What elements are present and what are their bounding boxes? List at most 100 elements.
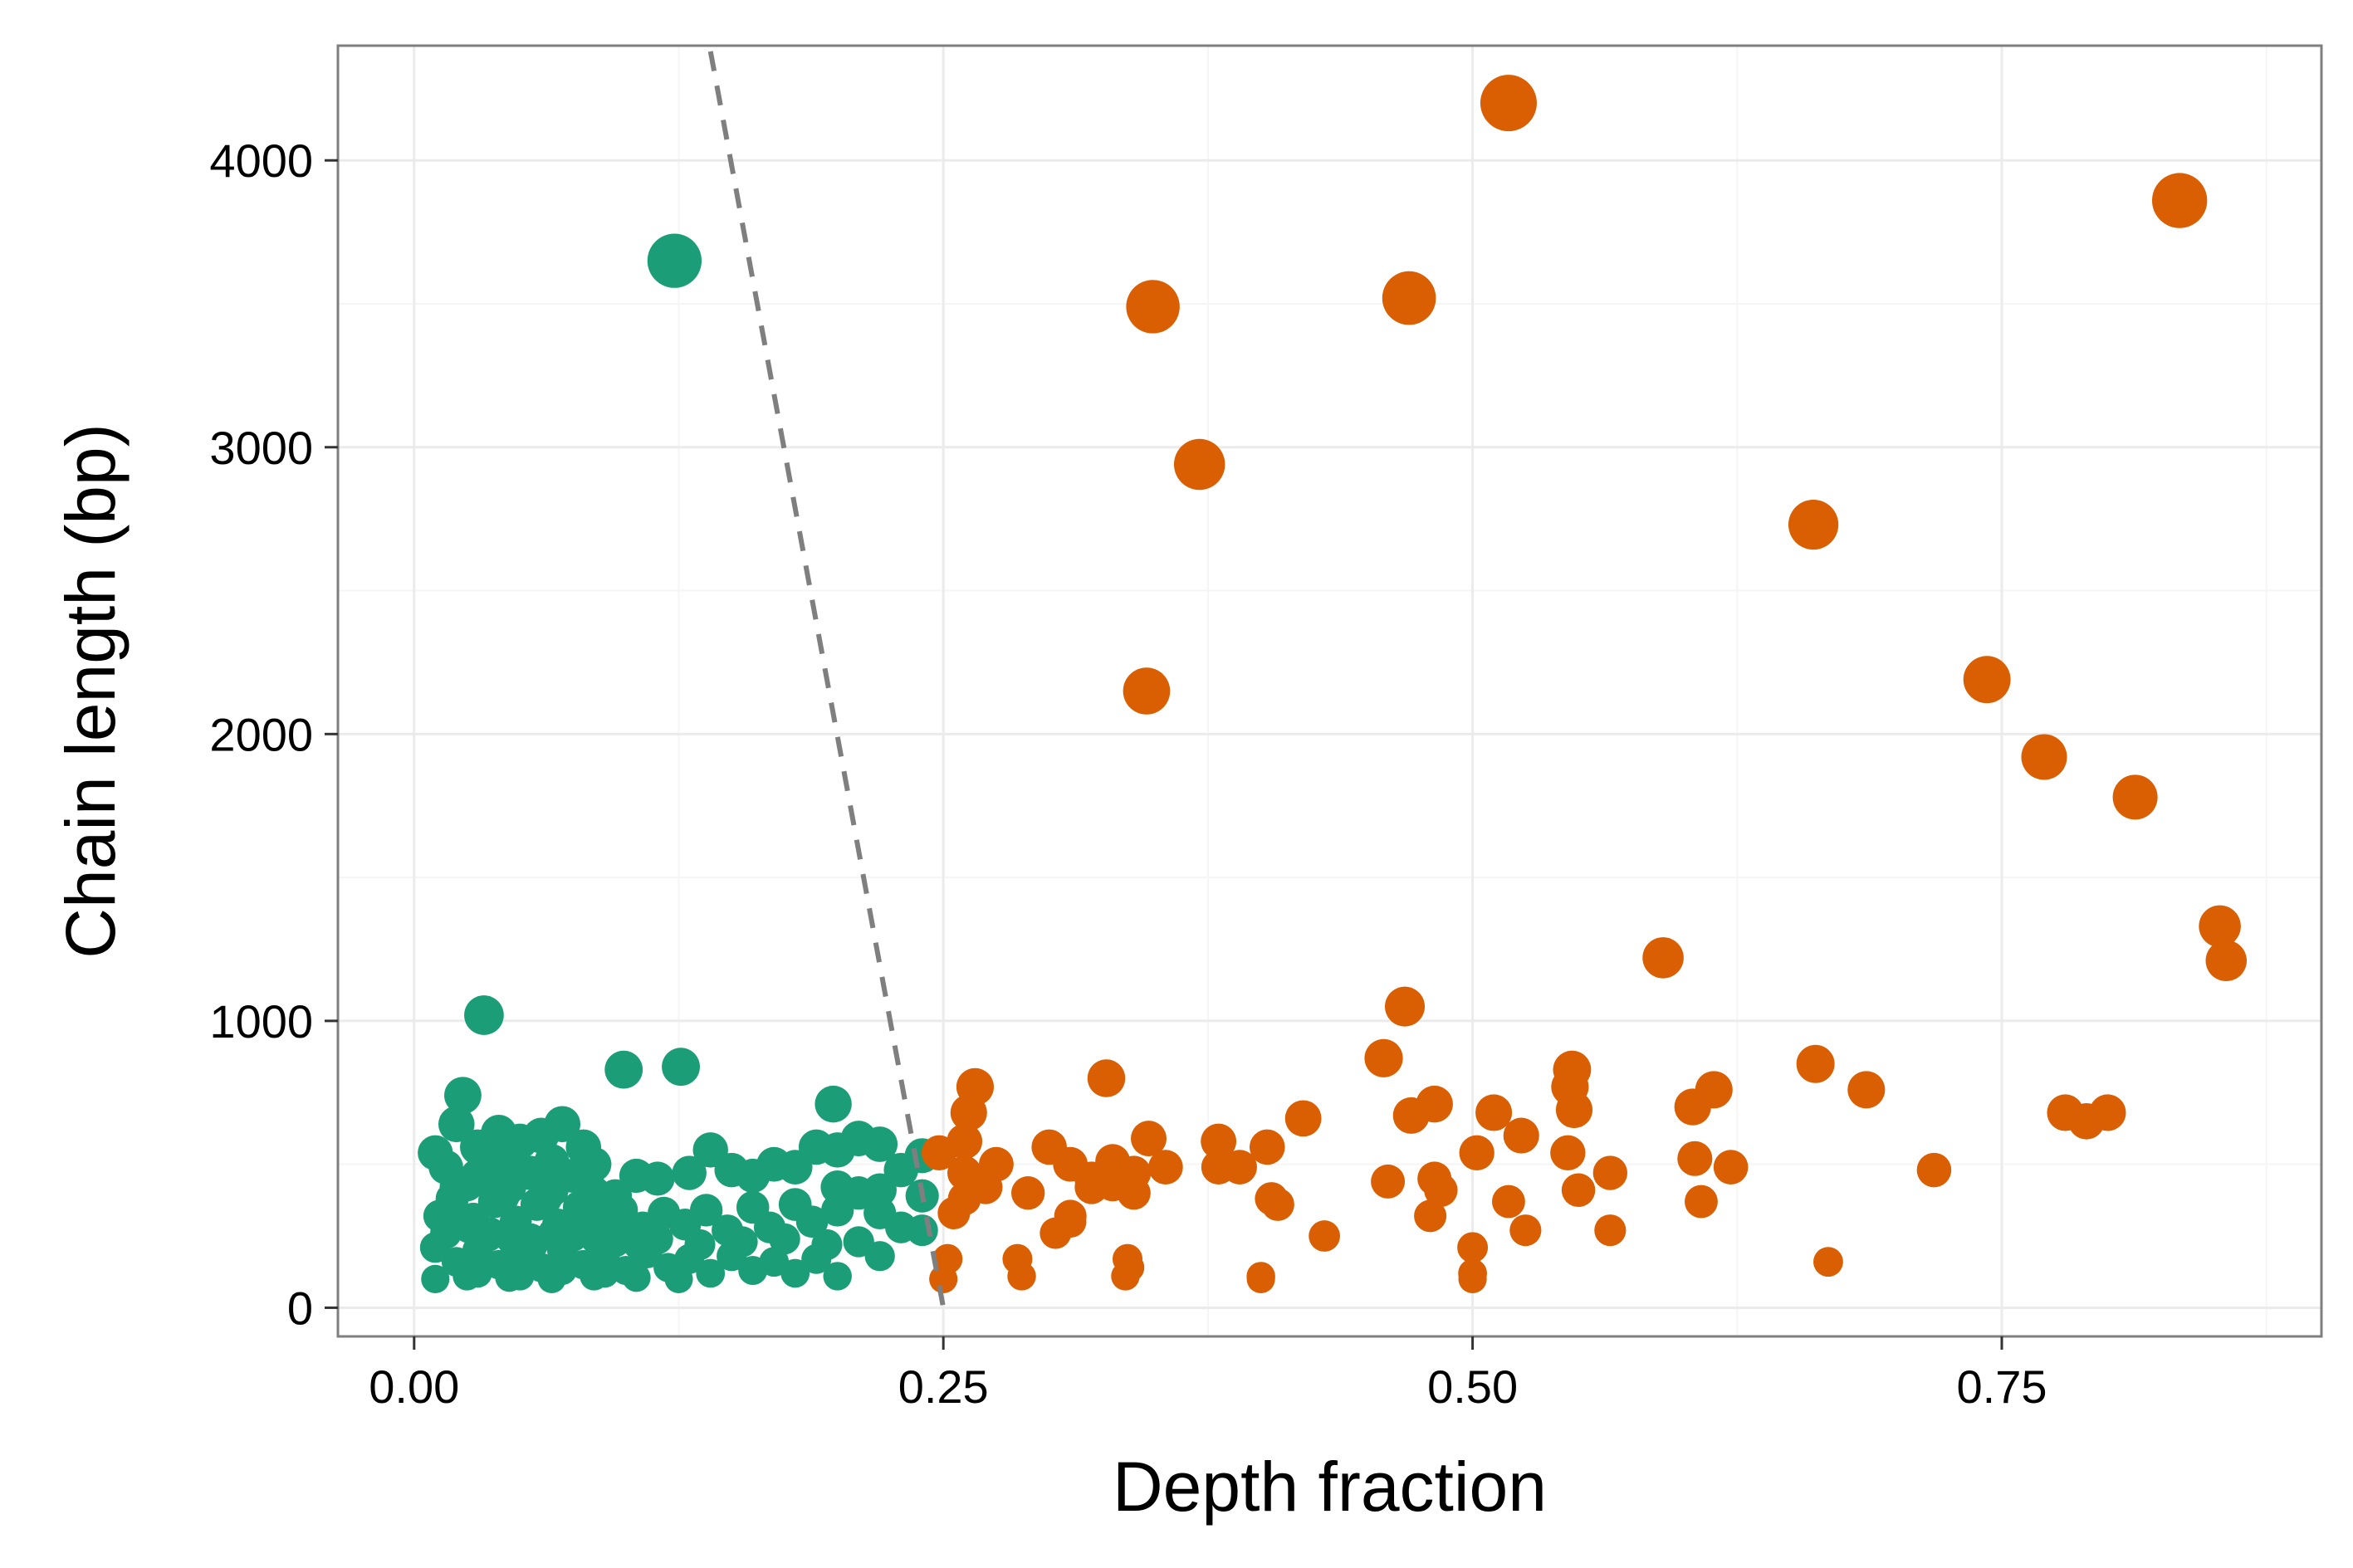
y-tick-label: 2000 <box>209 708 313 760</box>
scatter-point <box>1126 280 1180 334</box>
scatter-point <box>1246 1264 1275 1293</box>
series-low-points <box>418 233 940 1293</box>
threshold-dashed-line <box>707 51 947 1308</box>
scatter-point <box>1414 1199 1447 1233</box>
scatter-point <box>921 1135 957 1171</box>
scatter-point <box>814 1085 852 1123</box>
x-tick-label: 0.00 <box>369 1360 459 1413</box>
scatter-point <box>1385 986 1426 1027</box>
y-tick-label: 1000 <box>209 995 313 1048</box>
scatter-point <box>1677 1141 1713 1176</box>
scatter-point <box>528 1182 562 1216</box>
scatter-point <box>547 1256 577 1286</box>
scatter-point <box>1555 1091 1593 1129</box>
scatter-point <box>1963 656 2011 704</box>
scatter-point <box>1457 1232 1489 1263</box>
y-axis-title: Chain length (bp) <box>51 423 130 958</box>
scatter-point <box>1480 75 1537 132</box>
scatter-point <box>1284 1100 1322 1137</box>
scatter-point <box>1309 1220 1341 1252</box>
scatter-point <box>801 1243 832 1274</box>
scatter-point <box>738 1256 768 1286</box>
scatter-point <box>2089 1094 2126 1131</box>
scatter-point <box>1261 1188 1294 1221</box>
scatter-point <box>1796 1044 1835 1083</box>
x-tick-label: 0.75 <box>1957 1360 2047 1413</box>
scatter-point <box>950 1094 987 1131</box>
series-high-points <box>921 75 2248 1293</box>
scatter-point <box>1847 1071 1886 1109</box>
scatter-point <box>883 1152 918 1188</box>
scatter-point <box>444 1077 482 1115</box>
scatter-point <box>1054 1205 1087 1238</box>
scatter-point <box>906 1214 938 1247</box>
scatter-point <box>1222 1150 1257 1185</box>
scatter-point <box>1148 1150 1183 1185</box>
scatter-point <box>821 1194 854 1227</box>
major-gridlines <box>338 46 2321 1336</box>
scatter-point <box>823 1262 852 1291</box>
scatter-point <box>1475 1094 1513 1131</box>
scatter-point <box>1561 1173 1596 1208</box>
scatter-point <box>929 1264 958 1293</box>
scatter-point <box>1111 1262 1140 1291</box>
x-tick-label: 0.25 <box>898 1360 989 1413</box>
scatter-point <box>1674 1088 1711 1126</box>
scatter-point <box>1458 1264 1487 1293</box>
scatter-point <box>1087 1059 1126 1097</box>
scatter-point <box>1492 1185 1525 1219</box>
scatter-point <box>947 1182 981 1216</box>
scatter-point <box>421 1264 450 1293</box>
scatter-point <box>1095 1167 1130 1202</box>
scatter-point <box>1594 1214 1627 1247</box>
scatter-point <box>1788 499 1839 550</box>
scatter-point <box>1123 667 1171 715</box>
scatter-point <box>863 1173 897 1208</box>
scatter-point <box>570 1167 605 1202</box>
scatter-point <box>1592 1155 1628 1190</box>
y-tick-label: 0 <box>287 1282 313 1334</box>
x-tick-label: 0.50 <box>1427 1360 1518 1413</box>
scatter-point <box>672 1155 707 1190</box>
scatter-point <box>640 1161 675 1196</box>
scatter-point <box>1642 937 1684 979</box>
panel-border <box>336 44 2323 1338</box>
scatter-point <box>464 995 504 1035</box>
scatter-point <box>664 1264 693 1293</box>
scatter-point <box>1249 1129 1285 1165</box>
scatter-point <box>1007 1262 1036 1291</box>
scatter-point <box>2199 905 2241 948</box>
scatter-point <box>1424 1173 1458 1208</box>
scatter-point <box>717 1241 747 1272</box>
scatter-point <box>1550 1135 1586 1171</box>
minor-gridlines <box>338 46 2321 1336</box>
scatter-point <box>1503 1117 1539 1154</box>
scatter-point <box>864 1241 895 1272</box>
scatter-point <box>1916 1152 1952 1188</box>
scatter-point <box>1371 1164 1406 1199</box>
scatter-point <box>462 1258 492 1288</box>
y-axis-ticks: 0 1000 2000 3000 4000 <box>209 134 338 1334</box>
scatter-point <box>780 1258 810 1288</box>
scatter-point <box>1201 1123 1237 1160</box>
scatter-point <box>1459 1135 1494 1171</box>
scatter-point <box>622 1263 651 1292</box>
scatter-point <box>2152 173 2208 228</box>
x-axis-title: Depth fraction <box>1113 1448 1547 1526</box>
scatter-point <box>777 1150 813 1185</box>
scatter-point <box>1392 1097 1430 1134</box>
scatter-point <box>647 233 702 288</box>
scatter-point <box>696 1258 726 1288</box>
scatter-point <box>438 1106 475 1143</box>
scatter-point <box>1173 438 1225 491</box>
scatter-point <box>1713 1150 1749 1185</box>
scatter-point <box>1813 1247 1843 1277</box>
scatter-point <box>486 1179 520 1213</box>
scatter-point <box>2205 940 2248 982</box>
y-tick-label: 4000 <box>209 134 313 187</box>
scatter-point <box>862 1126 898 1162</box>
scatter-point <box>1011 1176 1045 1210</box>
scatter-point <box>460 1158 495 1194</box>
